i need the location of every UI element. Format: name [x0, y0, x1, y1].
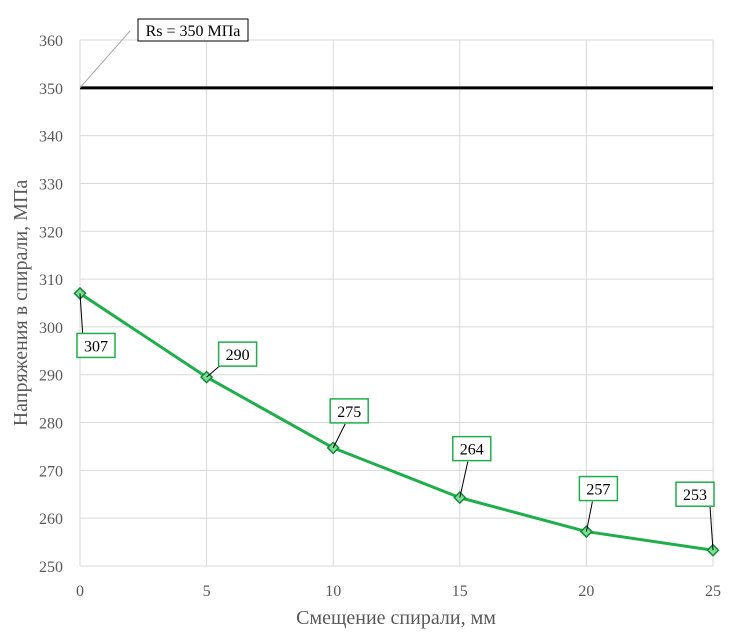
- y-tick-label-280: 280: [39, 416, 63, 433]
- data-label-leader-1: [206, 364, 221, 378]
- reference-line-group: Rs = 350 МПа: [79, 18, 713, 90]
- y-tick-label-310: 310: [39, 272, 63, 289]
- y-tick-label-290: 290: [39, 368, 63, 385]
- reference-label: Rs = 350 МПа: [146, 23, 241, 40]
- data-label-box-1: [217, 341, 258, 367]
- y-tick-label-330: 330: [39, 176, 63, 193]
- x-axis-title: Смещение спирали, мм: [296, 607, 496, 629]
- data-label-3: 264: [460, 442, 484, 459]
- data-label-leader-5: [709, 506, 714, 551]
- x-tick-label-10: 10: [325, 583, 341, 600]
- series-line: [79, 292, 714, 552]
- data-label-box-5: [675, 481, 715, 507]
- x-tick-label-25: 25: [705, 583, 721, 600]
- data-label-leader-0: [79, 293, 84, 339]
- y-tick-label-340: 340: [39, 129, 63, 146]
- y-tick-label-250: 250: [39, 559, 63, 576]
- data-label-leader-4: [585, 501, 593, 532]
- data-label-leader-2: [332, 423, 346, 449]
- x-tick-label-15: 15: [452, 583, 468, 600]
- y-tick-label-260: 260: [39, 511, 63, 528]
- x-tick-label-20: 20: [578, 583, 594, 600]
- reference-label-box: [137, 18, 249, 42]
- x-tick-label-5: 5: [203, 583, 211, 600]
- data-label-box-0: [76, 332, 116, 359]
- x-tick-label-0: 0: [76, 583, 84, 600]
- x-tick-labels: 0 5 10 15 20 25: [76, 583, 721, 600]
- data-label-5: 253: [683, 487, 707, 504]
- data-labels-group: 307 290 275 264 257 253: [76, 293, 715, 551]
- y-tick-label-350: 350: [39, 81, 63, 98]
- reference-label-leader: [79, 30, 131, 89]
- data-label-box-3: [452, 435, 492, 462]
- y-tick-labels: 250 260 270 280 290 300 310 320 330 340 350 360: [39, 33, 63, 576]
- data-label-4: 257: [586, 482, 610, 499]
- y-axis-title: Напряжения в спирали, МПа: [10, 180, 32, 427]
- data-label-box-4: [578, 475, 619, 502]
- data-label-0: 307: [84, 338, 108, 355]
- y-tick-label-270: 270: [39, 463, 63, 480]
- y-tick-label-360: 360: [39, 33, 63, 50]
- data-label-leader-3: [459, 461, 469, 498]
- data-label-1: 290: [226, 347, 250, 364]
- y-tick-label-320: 320: [39, 224, 63, 241]
- data-label-box-2: [329, 398, 369, 424]
- y-tick-label-300: 300: [39, 320, 63, 337]
- data-label-2: 275: [337, 404, 361, 421]
